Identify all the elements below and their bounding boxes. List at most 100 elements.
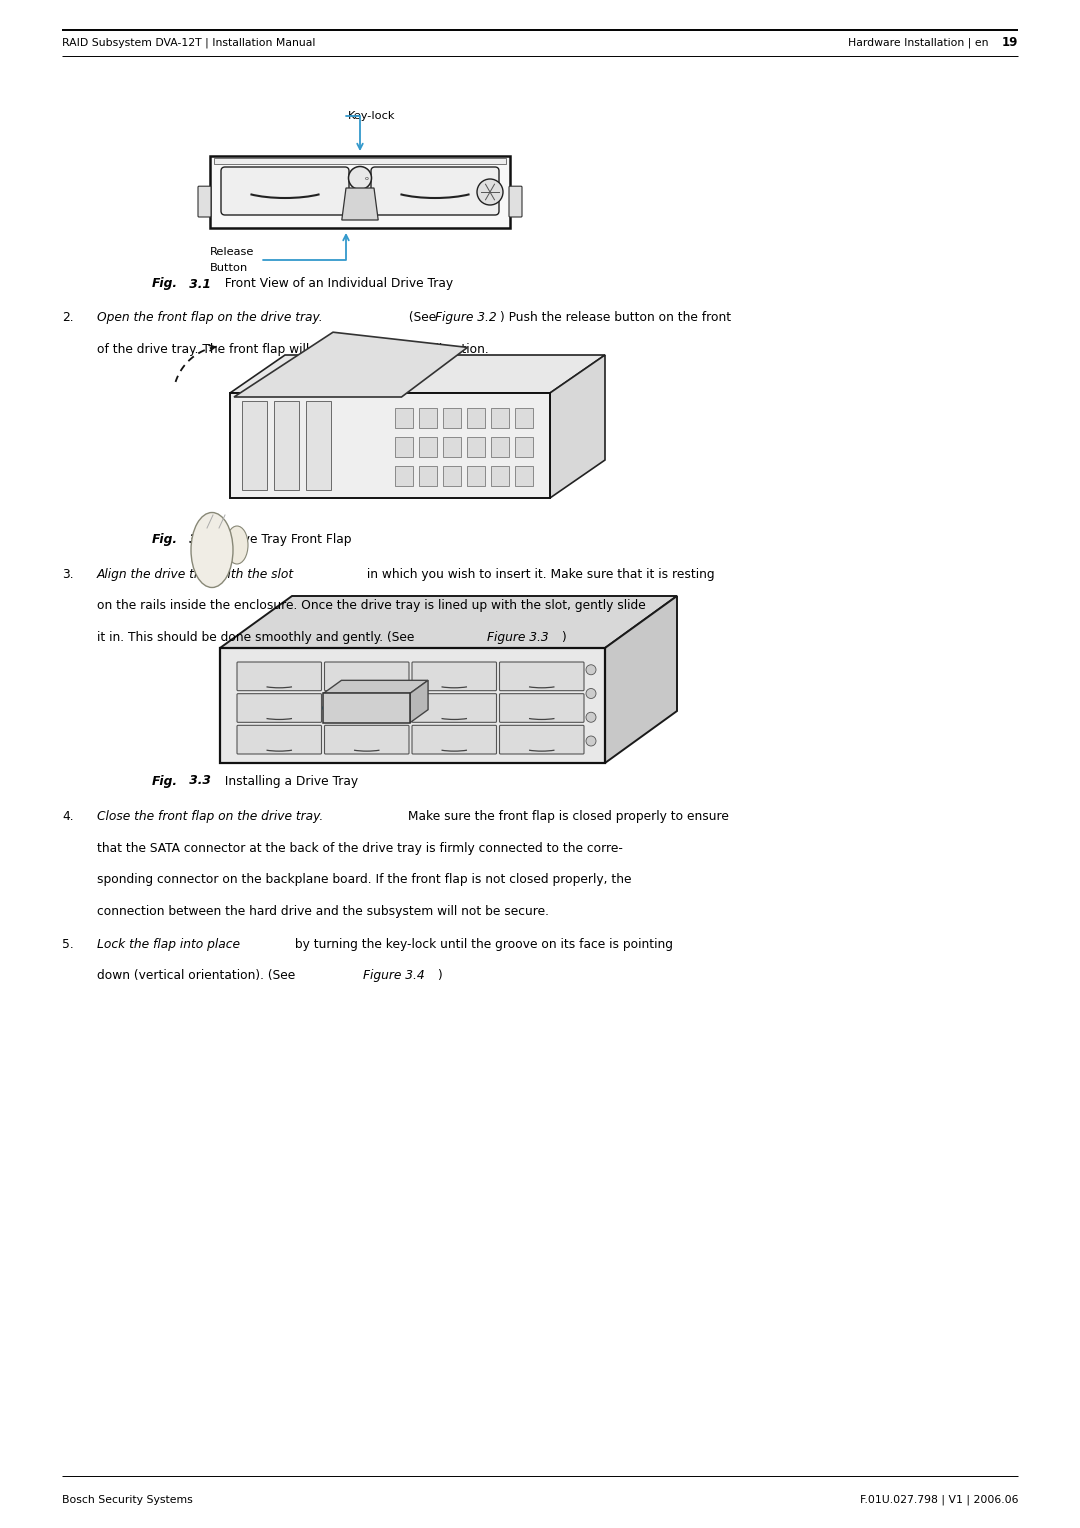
FancyBboxPatch shape: [324, 726, 409, 753]
Text: Figure 3.2: Figure 3.2: [435, 312, 497, 324]
Text: Open the front flap on the drive tray.: Open the front flap on the drive tray.: [97, 312, 323, 324]
Text: 3.1: 3.1: [185, 278, 211, 290]
Bar: [467, 408, 485, 428]
Text: by turning the key-lock until the groove on its face is pointing: by turning the key-lock until the groove…: [291, 938, 673, 950]
Text: Fig.: Fig.: [152, 533, 178, 547]
Text: 3.: 3.: [62, 568, 73, 581]
FancyBboxPatch shape: [237, 726, 322, 753]
Text: Front View of an Individual Drive Tray: Front View of an Individual Drive Tray: [217, 278, 454, 290]
Circle shape: [586, 736, 596, 746]
Bar: [395, 466, 413, 486]
Bar: [491, 408, 509, 428]
Text: Fig.: Fig.: [152, 278, 178, 290]
Bar: [395, 408, 413, 428]
Text: Close the front flap on the drive tray.: Close the front flap on the drive tray.: [97, 810, 323, 824]
Text: Drive Tray Front Flap: Drive Tray Front Flap: [217, 533, 351, 547]
FancyBboxPatch shape: [324, 694, 409, 723]
Bar: [323, 694, 410, 723]
Bar: [419, 437, 437, 457]
FancyBboxPatch shape: [221, 167, 349, 215]
Text: it in. This should be done smoothly and gently. (See: it in. This should be done smoothly and …: [97, 631, 418, 643]
Text: Lock the flap into place: Lock the flap into place: [97, 938, 240, 950]
Text: Installing a Drive Tray: Installing a Drive Tray: [217, 775, 359, 787]
Bar: [306, 400, 330, 490]
Text: RAID Subsystem DVA-12T | Installation Manual: RAID Subsystem DVA-12T | Installation Ma…: [62, 38, 315, 49]
Bar: [395, 437, 413, 457]
Bar: [515, 437, 534, 457]
FancyBboxPatch shape: [324, 662, 409, 691]
Text: connection between the hard drive and the subsystem will not be secure.: connection between the hard drive and th…: [97, 905, 549, 917]
Text: that the SATA connector at the back of the drive tray is firmly connected to the: that the SATA connector at the back of t…: [97, 842, 623, 854]
FancyBboxPatch shape: [237, 662, 322, 691]
FancyBboxPatch shape: [499, 694, 584, 723]
Bar: [491, 466, 509, 486]
Bar: [491, 437, 509, 457]
Polygon shape: [550, 354, 605, 498]
Bar: [230, 393, 550, 498]
Bar: [467, 437, 485, 457]
FancyBboxPatch shape: [198, 186, 211, 217]
Bar: [220, 648, 605, 762]
Polygon shape: [605, 596, 677, 762]
Bar: [419, 408, 437, 428]
FancyBboxPatch shape: [411, 662, 497, 691]
Circle shape: [586, 665, 596, 675]
Bar: [210, 156, 510, 228]
Circle shape: [586, 689, 596, 698]
Text: Align the drive tray with the slot: Align the drive tray with the slot: [97, 568, 294, 581]
Circle shape: [477, 179, 503, 205]
Bar: [467, 466, 485, 486]
Text: Figure 3.4: Figure 3.4: [363, 969, 424, 983]
Text: F.01U.027.798 | V1 | 2006.06: F.01U.027.798 | V1 | 2006.06: [860, 1494, 1018, 1505]
Ellipse shape: [191, 512, 233, 587]
Polygon shape: [230, 354, 605, 393]
Text: 19: 19: [1001, 37, 1018, 49]
FancyBboxPatch shape: [237, 694, 322, 723]
Text: 5.: 5.: [62, 938, 73, 950]
Polygon shape: [220, 596, 677, 648]
Bar: [242, 400, 267, 490]
Bar: [515, 408, 534, 428]
Ellipse shape: [226, 526, 248, 564]
Text: Fig.: Fig.: [152, 775, 178, 787]
Text: down (vertical orientation). (See: down (vertical orientation). (See: [97, 969, 299, 983]
Circle shape: [349, 167, 372, 189]
Polygon shape: [323, 680, 428, 694]
Text: in which you wish to insert it. Make sure that it is resting: in which you wish to insert it. Make sur…: [363, 568, 715, 581]
Text: 2.: 2.: [62, 312, 73, 324]
Text: o: o: [364, 176, 368, 180]
Bar: [443, 466, 461, 486]
Text: ) Push the release button on the front: ) Push the release button on the front: [500, 312, 731, 324]
Text: Make sure the front flap is closed properly to ensure: Make sure the front flap is closed prope…: [404, 810, 729, 824]
Text: 3.2: 3.2: [185, 533, 211, 547]
Bar: [443, 437, 461, 457]
Text: Button: Button: [210, 263, 248, 274]
FancyBboxPatch shape: [411, 726, 497, 753]
Text: ): ): [437, 969, 442, 983]
Text: ): ): [561, 631, 566, 643]
Text: Figure 3.3: Figure 3.3: [487, 631, 549, 643]
Text: Bosch Security Systems: Bosch Security Systems: [62, 1494, 192, 1505]
Text: (See: (See: [405, 312, 441, 324]
FancyBboxPatch shape: [509, 186, 522, 217]
FancyBboxPatch shape: [499, 662, 584, 691]
Text: sponding connector on the backplane board. If the front flap is not closed prope: sponding connector on the backplane boar…: [97, 872, 632, 886]
Text: Hardware Installation | en: Hardware Installation | en: [849, 38, 996, 49]
Bar: [515, 466, 534, 486]
Text: 4.: 4.: [62, 810, 73, 824]
FancyBboxPatch shape: [372, 167, 499, 215]
Text: 3.3: 3.3: [185, 775, 211, 787]
Polygon shape: [234, 332, 468, 397]
Text: of the drive tray. The front flap will open in an upward direction.: of the drive tray. The front flap will o…: [97, 342, 489, 356]
Text: Key-lock: Key-lock: [348, 112, 395, 121]
Bar: [214, 157, 507, 163]
Polygon shape: [410, 680, 428, 723]
FancyBboxPatch shape: [411, 694, 497, 723]
Text: on the rails inside the enclosure. Once the drive tray is lined up with the slot: on the rails inside the enclosure. Once …: [97, 599, 646, 613]
Text: Release: Release: [210, 248, 255, 257]
Bar: [443, 408, 461, 428]
Polygon shape: [341, 188, 378, 220]
Circle shape: [586, 712, 596, 723]
Bar: [274, 400, 299, 490]
FancyBboxPatch shape: [499, 726, 584, 753]
